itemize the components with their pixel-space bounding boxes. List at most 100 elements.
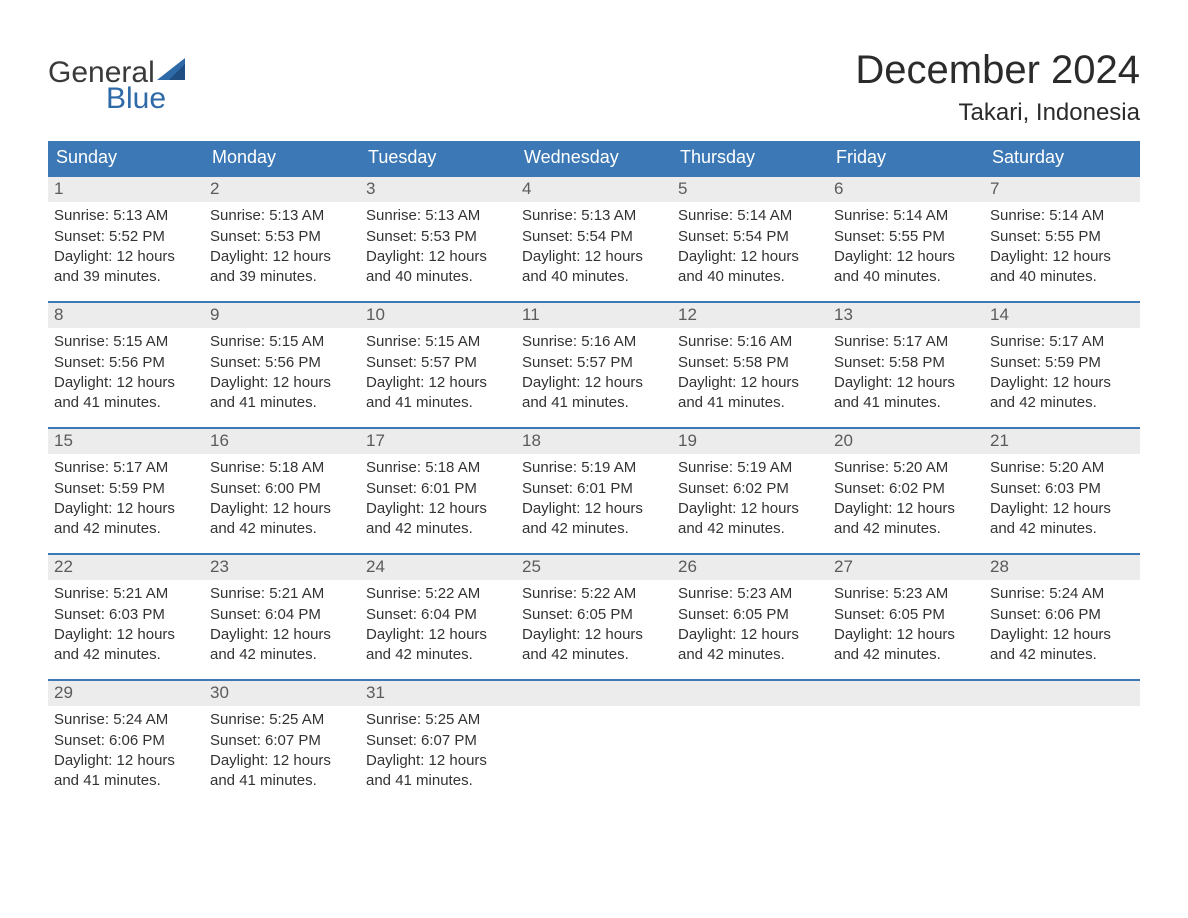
day-number: 20 (828, 429, 984, 454)
daylight-line2: and 41 minutes. (210, 771, 354, 791)
dow-thursday: Thursday (672, 141, 828, 175)
sail-icon (157, 58, 185, 84)
day-cell: 18Sunrise: 5:19 AMSunset: 6:01 PMDayligh… (516, 429, 672, 553)
daylight-line1: Daylight: 12 hours (54, 373, 198, 393)
day-cell: 19Sunrise: 5:19 AMSunset: 6:02 PMDayligh… (672, 429, 828, 553)
day-body: Sunrise: 5:13 AMSunset: 5:53 PMDaylight:… (204, 202, 360, 287)
daylight-line1: Daylight: 12 hours (522, 625, 666, 645)
daylight-line1: Daylight: 12 hours (834, 499, 978, 519)
dow-wednesday: Wednesday (516, 141, 672, 175)
day-cell: 24Sunrise: 5:22 AMSunset: 6:04 PMDayligh… (360, 555, 516, 679)
day-body (672, 706, 828, 710)
weeks-container: 1Sunrise: 5:13 AMSunset: 5:52 PMDaylight… (48, 175, 1140, 805)
sunrise-text: Sunrise: 5:24 AM (990, 584, 1134, 604)
daylight-line1: Daylight: 12 hours (990, 499, 1134, 519)
sunset-text: Sunset: 5:53 PM (210, 227, 354, 247)
sunrise-text: Sunrise: 5:13 AM (210, 206, 354, 226)
daylight-line1: Daylight: 12 hours (990, 373, 1134, 393)
day-body: Sunrise: 5:22 AMSunset: 6:05 PMDaylight:… (516, 580, 672, 665)
sunrise-text: Sunrise: 5:25 AM (210, 710, 354, 730)
sunrise-text: Sunrise: 5:22 AM (522, 584, 666, 604)
day-cell: 6Sunrise: 5:14 AMSunset: 5:55 PMDaylight… (828, 177, 984, 301)
day-body: Sunrise: 5:20 AMSunset: 6:03 PMDaylight:… (984, 454, 1140, 539)
daylight-line1: Daylight: 12 hours (366, 751, 510, 771)
daylight-line2: and 40 minutes. (366, 267, 510, 287)
day-number: 24 (360, 555, 516, 580)
daylight-line2: and 42 minutes. (210, 645, 354, 665)
day-body: Sunrise: 5:21 AMSunset: 6:04 PMDaylight:… (204, 580, 360, 665)
day-body: Sunrise: 5:20 AMSunset: 6:02 PMDaylight:… (828, 454, 984, 539)
daylight-line1: Daylight: 12 hours (366, 625, 510, 645)
day-number: 22 (48, 555, 204, 580)
daylight-line2: and 42 minutes. (678, 645, 822, 665)
day-number: 29 (48, 681, 204, 706)
day-number: 11 (516, 303, 672, 328)
daylight-line1: Daylight: 12 hours (210, 247, 354, 267)
sunrise-text: Sunrise: 5:15 AM (54, 332, 198, 352)
day-cell: 16Sunrise: 5:18 AMSunset: 6:00 PMDayligh… (204, 429, 360, 553)
daylight-line2: and 42 minutes. (366, 645, 510, 665)
week-row: 22Sunrise: 5:21 AMSunset: 6:03 PMDayligh… (48, 553, 1140, 679)
calendar-page: General Blue December 2024 Takari, Indon… (0, 0, 1188, 845)
location-text: Takari, Indonesia (855, 99, 1140, 127)
daylight-line2: and 42 minutes. (990, 519, 1134, 539)
day-body: Sunrise: 5:17 AMSunset: 5:59 PMDaylight:… (48, 454, 204, 539)
day-cell: 7Sunrise: 5:14 AMSunset: 5:55 PMDaylight… (984, 177, 1140, 301)
sunrise-text: Sunrise: 5:17 AM (54, 458, 198, 478)
daylight-line1: Daylight: 12 hours (210, 373, 354, 393)
sunset-text: Sunset: 5:57 PM (366, 353, 510, 373)
day-body: Sunrise: 5:24 AMSunset: 6:06 PMDaylight:… (984, 580, 1140, 665)
day-cell (828, 681, 984, 805)
day-cell (516, 681, 672, 805)
day-body: Sunrise: 5:13 AMSunset: 5:52 PMDaylight:… (48, 202, 204, 287)
sunrise-text: Sunrise: 5:13 AM (54, 206, 198, 226)
day-cell: 13Sunrise: 5:17 AMSunset: 5:58 PMDayligh… (828, 303, 984, 427)
daylight-line2: and 42 minutes. (54, 645, 198, 665)
day-cell (984, 681, 1140, 805)
daylight-line2: and 42 minutes. (678, 519, 822, 539)
sunrise-text: Sunrise: 5:17 AM (990, 332, 1134, 352)
day-cell: 28Sunrise: 5:24 AMSunset: 6:06 PMDayligh… (984, 555, 1140, 679)
daylight-line2: and 41 minutes. (366, 393, 510, 413)
daylight-line1: Daylight: 12 hours (522, 499, 666, 519)
daylight-line2: and 41 minutes. (678, 393, 822, 413)
day-body: Sunrise: 5:15 AMSunset: 5:56 PMDaylight:… (204, 328, 360, 413)
sunrise-text: Sunrise: 5:13 AM (522, 206, 666, 226)
week-row: 8Sunrise: 5:15 AMSunset: 5:56 PMDaylight… (48, 301, 1140, 427)
day-number: 18 (516, 429, 672, 454)
day-cell: 23Sunrise: 5:21 AMSunset: 6:04 PMDayligh… (204, 555, 360, 679)
week-row: 1Sunrise: 5:13 AMSunset: 5:52 PMDaylight… (48, 175, 1140, 301)
sunset-text: Sunset: 5:58 PM (834, 353, 978, 373)
day-number: 21 (984, 429, 1140, 454)
sunset-text: Sunset: 6:05 PM (834, 605, 978, 625)
daylight-line1: Daylight: 12 hours (366, 247, 510, 267)
day-number (828, 681, 984, 706)
sunset-text: Sunset: 5:53 PM (366, 227, 510, 247)
day-of-week-header: Sunday Monday Tuesday Wednesday Thursday… (48, 141, 1140, 175)
day-cell: 26Sunrise: 5:23 AMSunset: 6:05 PMDayligh… (672, 555, 828, 679)
daylight-line2: and 42 minutes. (210, 519, 354, 539)
sunset-text: Sunset: 5:57 PM (522, 353, 666, 373)
day-number: 7 (984, 177, 1140, 202)
day-cell: 1Sunrise: 5:13 AMSunset: 5:52 PMDaylight… (48, 177, 204, 301)
sunrise-text: Sunrise: 5:25 AM (366, 710, 510, 730)
day-body (828, 706, 984, 710)
sunset-text: Sunset: 6:06 PM (990, 605, 1134, 625)
sunset-text: Sunset: 5:55 PM (990, 227, 1134, 247)
sunrise-text: Sunrise: 5:21 AM (54, 584, 198, 604)
title-block: December 2024 Takari, Indonesia (855, 40, 1140, 127)
day-number: 2 (204, 177, 360, 202)
day-cell: 22Sunrise: 5:21 AMSunset: 6:03 PMDayligh… (48, 555, 204, 679)
day-body: Sunrise: 5:15 AMSunset: 5:56 PMDaylight:… (48, 328, 204, 413)
sunset-text: Sunset: 6:05 PM (522, 605, 666, 625)
dow-monday: Monday (204, 141, 360, 175)
daylight-line1: Daylight: 12 hours (678, 499, 822, 519)
day-body: Sunrise: 5:16 AMSunset: 5:57 PMDaylight:… (516, 328, 672, 413)
daylight-line2: and 39 minutes. (54, 267, 198, 287)
brand-logo: General Blue (48, 40, 185, 114)
sunrise-text: Sunrise: 5:23 AM (834, 584, 978, 604)
day-number: 4 (516, 177, 672, 202)
day-body: Sunrise: 5:22 AMSunset: 6:04 PMDaylight:… (360, 580, 516, 665)
day-body: Sunrise: 5:25 AMSunset: 6:07 PMDaylight:… (204, 706, 360, 791)
day-number: 6 (828, 177, 984, 202)
